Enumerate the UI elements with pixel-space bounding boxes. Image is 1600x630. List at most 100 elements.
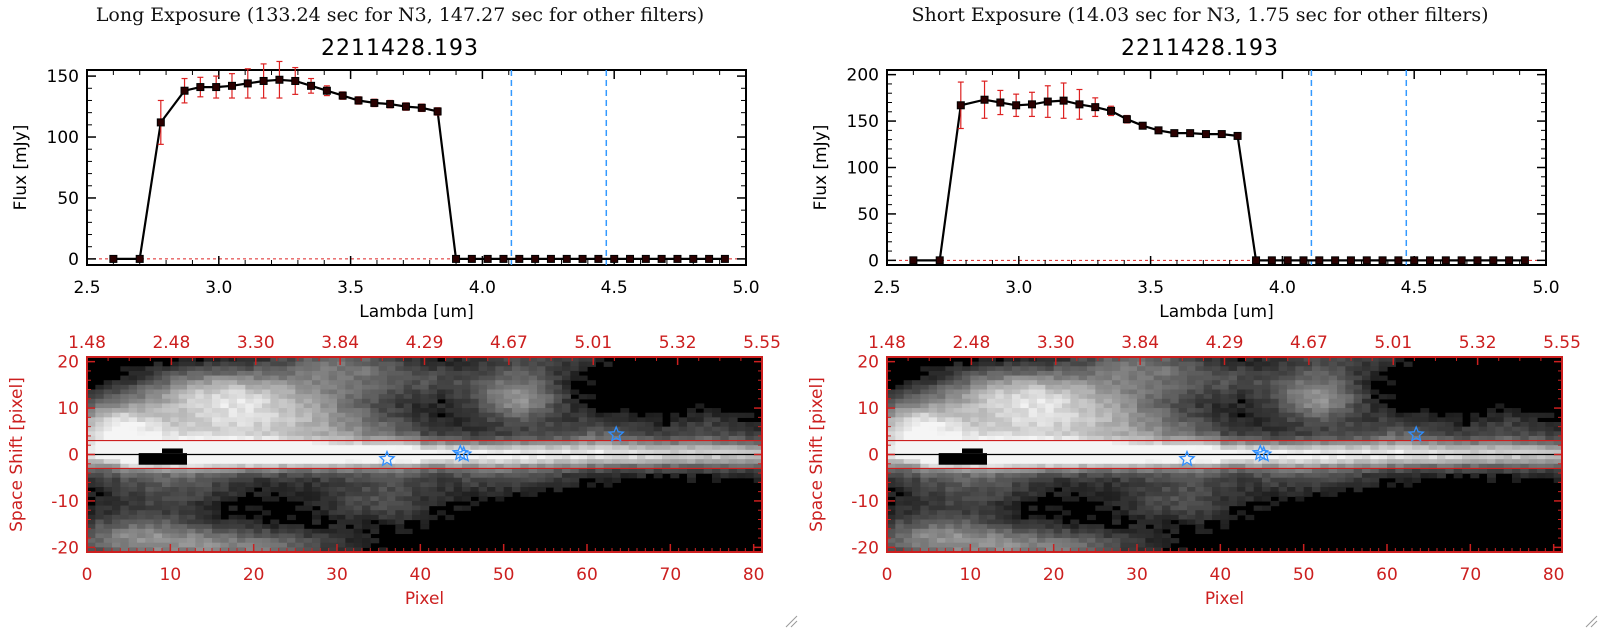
image-pixel bbox=[653, 422, 663, 428]
image-pixel bbox=[495, 370, 505, 377]
image-pixel bbox=[137, 487, 146, 493]
image-pixel bbox=[1062, 370, 1071, 377]
image-pixel bbox=[1095, 454, 1105, 460]
image-pixel bbox=[1328, 380, 1338, 386]
image-pixel bbox=[520, 384, 530, 391]
image-pixel bbox=[1278, 370, 1288, 377]
image-pixel bbox=[320, 533, 330, 539]
image-pixel bbox=[1228, 398, 1238, 405]
image-pixel bbox=[337, 491, 346, 497]
image-pixel bbox=[1045, 389, 1055, 395]
image-pixel bbox=[995, 445, 1005, 451]
image-pixel bbox=[95, 496, 105, 502]
image-pixel bbox=[995, 435, 1005, 442]
image-pixel bbox=[1053, 431, 1063, 437]
image-pixel bbox=[328, 380, 338, 386]
image-pixel bbox=[1087, 417, 1096, 423]
image-pixel bbox=[1195, 473, 1205, 479]
image-pixel bbox=[1245, 445, 1255, 451]
y-tick-label: 100 bbox=[47, 128, 79, 148]
image-pixel bbox=[153, 422, 163, 428]
image-pixel bbox=[387, 482, 396, 488]
image-pixel bbox=[295, 403, 305, 409]
image-pixel bbox=[987, 463, 996, 470]
image-pixel bbox=[637, 463, 646, 470]
resize-grip-icon[interactable] bbox=[784, 614, 798, 628]
image-pixel bbox=[128, 533, 138, 539]
image-pixel bbox=[1495, 403, 1505, 409]
image-pixel bbox=[1328, 422, 1338, 428]
image-pixel bbox=[445, 408, 455, 414]
image-pixel bbox=[562, 412, 571, 418]
image-pixel bbox=[187, 510, 196, 516]
image-pixel bbox=[262, 496, 271, 502]
image-pixel bbox=[253, 408, 263, 414]
image-pixel bbox=[1212, 361, 1221, 367]
image-pixel bbox=[1112, 366, 1121, 372]
image-pixel bbox=[1012, 431, 1021, 437]
image-pixel bbox=[537, 370, 546, 377]
image-pixel bbox=[237, 468, 246, 474]
image-pixel bbox=[1295, 440, 1305, 446]
image-pixel bbox=[445, 426, 455, 432]
image-pixel bbox=[212, 519, 221, 525]
image-pixel bbox=[237, 538, 246, 544]
image-pixel bbox=[1245, 375, 1255, 381]
image-pixel bbox=[403, 528, 413, 535]
image-pixel bbox=[1162, 422, 1171, 428]
image-pixel bbox=[1328, 431, 1338, 437]
image-pixel bbox=[445, 445, 455, 451]
image-pixel bbox=[1312, 449, 1321, 456]
image-pixel bbox=[653, 426, 663, 432]
image-pixel bbox=[612, 431, 621, 437]
image-pixel bbox=[278, 384, 288, 391]
image-pixel bbox=[1370, 473, 1380, 479]
image-pixel bbox=[1395, 357, 1405, 363]
image-pixel bbox=[1003, 375, 1013, 381]
image-pixel bbox=[1120, 403, 1130, 409]
image-pixel bbox=[103, 398, 113, 405]
image-pixel bbox=[228, 514, 238, 521]
image-pixel bbox=[395, 514, 405, 521]
image-pixel bbox=[995, 394, 1005, 400]
image-pixel bbox=[1270, 440, 1280, 446]
image-pixel bbox=[353, 445, 363, 451]
image-pixel bbox=[395, 459, 405, 465]
image-pixel bbox=[245, 449, 255, 456]
image-pixel bbox=[1020, 370, 1030, 377]
image-pixel bbox=[162, 431, 171, 437]
image-pixel bbox=[320, 542, 330, 548]
image-pixel bbox=[378, 496, 388, 502]
image-pixel bbox=[1412, 440, 1421, 446]
image-pixel bbox=[412, 445, 421, 451]
image-pixel bbox=[203, 398, 213, 405]
image-pixel bbox=[478, 426, 488, 432]
image-pixel bbox=[162, 426, 171, 432]
image-pixel bbox=[962, 435, 971, 442]
image-pixel bbox=[470, 394, 480, 400]
image-pixel bbox=[1078, 482, 1088, 488]
image-pixel bbox=[403, 482, 413, 488]
image-pixel bbox=[320, 435, 330, 442]
image-pixel bbox=[1478, 459, 1488, 465]
image-pixel bbox=[512, 370, 521, 377]
image-pixel bbox=[395, 357, 405, 363]
image-pixel bbox=[437, 477, 446, 483]
image-pixel bbox=[453, 426, 463, 432]
image-pixel bbox=[470, 431, 480, 437]
image-pixel bbox=[462, 403, 471, 409]
image-pixel bbox=[1095, 412, 1105, 418]
image-pixel bbox=[137, 463, 146, 470]
image-pixel bbox=[1237, 440, 1246, 446]
image-pixel bbox=[1037, 477, 1046, 483]
image-pixel bbox=[1278, 422, 1288, 428]
long-exposure-panel: 2.5 3.0 3.5 4.0 4.5 5.0 0 50 100 150 Lambda [um] Fl… bbox=[7, 4, 798, 628]
image-pixel bbox=[470, 473, 480, 479]
image-pixel bbox=[370, 417, 380, 423]
image-pixel bbox=[1103, 435, 1113, 442]
image-pixel bbox=[270, 398, 280, 405]
image-pixel bbox=[1062, 357, 1071, 363]
image-pixel bbox=[1262, 380, 1271, 386]
image-pixel bbox=[1170, 375, 1180, 381]
image-pixel bbox=[895, 394, 905, 400]
